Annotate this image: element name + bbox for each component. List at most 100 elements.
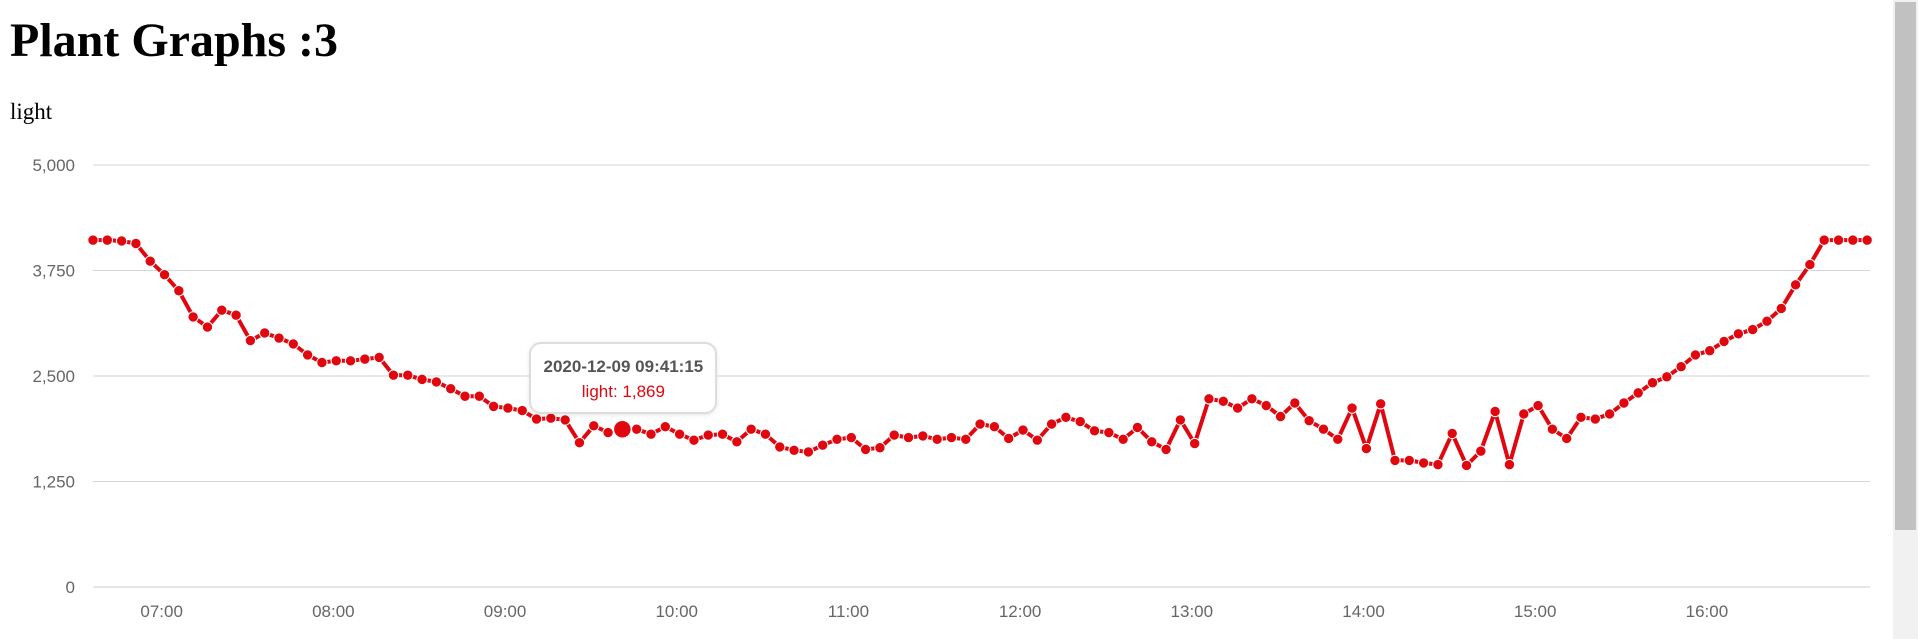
data-point <box>1260 399 1272 412</box>
chart-label: light <box>10 99 53 124</box>
data-point <box>917 430 929 442</box>
data-point <box>573 436 586 449</box>
data-point <box>530 413 543 425</box>
x-tick-label: 12:00 <box>999 602 1042 621</box>
data-point <box>1546 423 1559 435</box>
data-point <box>330 355 342 367</box>
data-point <box>1188 437 1201 450</box>
data-point <box>1646 377 1659 389</box>
data-point <box>1017 424 1029 436</box>
data-point <box>945 431 958 444</box>
data-point <box>1818 234 1830 246</box>
scrollbar-thumb[interactable] <box>1895 2 1916 530</box>
page-title: Plant Graphs :3 <box>10 14 339 67</box>
data-point <box>1761 315 1773 327</box>
data-point <box>659 420 672 433</box>
data-point <box>845 431 858 444</box>
data-point <box>473 390 486 402</box>
data-point <box>430 376 443 388</box>
data-point <box>1074 415 1086 428</box>
data-point <box>1432 458 1444 471</box>
x-tick-label: 08:00 <box>312 602 355 621</box>
light-line-chart[interactable]: 0 1,250 2,500 3,750 5,000 07:00 08:00 09:00 10:0… <box>0 140 1892 639</box>
data-point <box>459 390 471 402</box>
data-point <box>1475 445 1487 457</box>
data-point <box>130 237 142 250</box>
data-point <box>230 309 242 321</box>
data-point <box>931 433 943 445</box>
data-point <box>759 428 772 440</box>
data-point <box>87 234 99 246</box>
page-scrollbar[interactable] <box>1893 0 1918 639</box>
data-point <box>1503 458 1516 471</box>
y-tick-label: 0 <box>66 578 75 597</box>
data-point <box>1274 410 1287 423</box>
data-point <box>1775 302 1787 315</box>
chart-container: 0 1,250 2,500 3,750 5,000 07:00 08:00 09:00 10:0… <box>0 140 1892 639</box>
data-point <box>1661 371 1673 383</box>
data-point <box>1160 443 1172 456</box>
data-point <box>831 433 843 445</box>
data-point <box>1374 398 1387 410</box>
data-point <box>1146 436 1158 448</box>
x-tick-label: 11:00 <box>828 602 869 621</box>
data-point <box>1603 408 1616 420</box>
data-point <box>716 428 729 440</box>
data-point <box>1718 335 1730 348</box>
data-point <box>1689 349 1702 361</box>
data-point <box>788 444 800 456</box>
data-point <box>1804 258 1816 271</box>
x-tick-label: 09:00 <box>484 602 527 621</box>
data-point <box>1289 397 1301 409</box>
data-point <box>1446 427 1458 440</box>
data-point <box>702 429 714 441</box>
data-point <box>1103 426 1115 439</box>
y-tick-label: 3,750 <box>32 262 75 281</box>
tooltip-value: light: 1,869 <box>581 382 665 402</box>
data-point <box>1532 399 1544 412</box>
data-point <box>688 434 700 446</box>
tooltip-timestamp: 2020-12-09 09:41:15 <box>543 357 704 377</box>
data-point <box>316 356 328 369</box>
data-point <box>1489 405 1501 418</box>
x-tick-label: 10:00 <box>655 602 698 621</box>
data-point <box>559 414 571 426</box>
data-point <box>301 349 314 361</box>
data-point <box>1088 425 1101 437</box>
data-point <box>1332 433 1344 445</box>
data-point <box>1732 328 1745 340</box>
data-point <box>516 404 528 417</box>
data-point <box>158 269 171 281</box>
data-point <box>287 338 300 350</box>
data-point <box>1589 413 1601 425</box>
series-line-light <box>91 238 1870 468</box>
chart-tooltip: 2020-12-09 09:41:15 light: 1,869 <box>529 342 718 415</box>
data-point <box>1575 411 1587 424</box>
data-point <box>144 255 156 267</box>
y-tick-label: 5,000 <box>32 156 75 175</box>
data-point <box>1174 414 1187 426</box>
data-point <box>1203 393 1215 405</box>
data-point <box>1031 434 1043 446</box>
data-point <box>359 353 371 365</box>
data-point <box>502 402 514 414</box>
data-point <box>1231 402 1244 414</box>
data-point <box>545 412 557 424</box>
data-point <box>1417 457 1430 469</box>
data-point <box>859 443 872 456</box>
data-point <box>1632 387 1644 399</box>
data-point <box>874 442 886 454</box>
data-point <box>1704 344 1716 357</box>
data-point <box>1303 415 1315 427</box>
data-point <box>173 285 185 297</box>
data-point <box>101 234 114 246</box>
data-point <box>974 418 986 430</box>
data-point <box>402 369 414 381</box>
data-point <box>630 423 643 435</box>
data-point <box>1246 393 1258 405</box>
data-point <box>988 420 1001 433</box>
data-point <box>387 369 400 381</box>
data-point <box>244 334 257 347</box>
y-tick-label: 1,250 <box>32 473 75 492</box>
data-point <box>1861 234 1873 246</box>
